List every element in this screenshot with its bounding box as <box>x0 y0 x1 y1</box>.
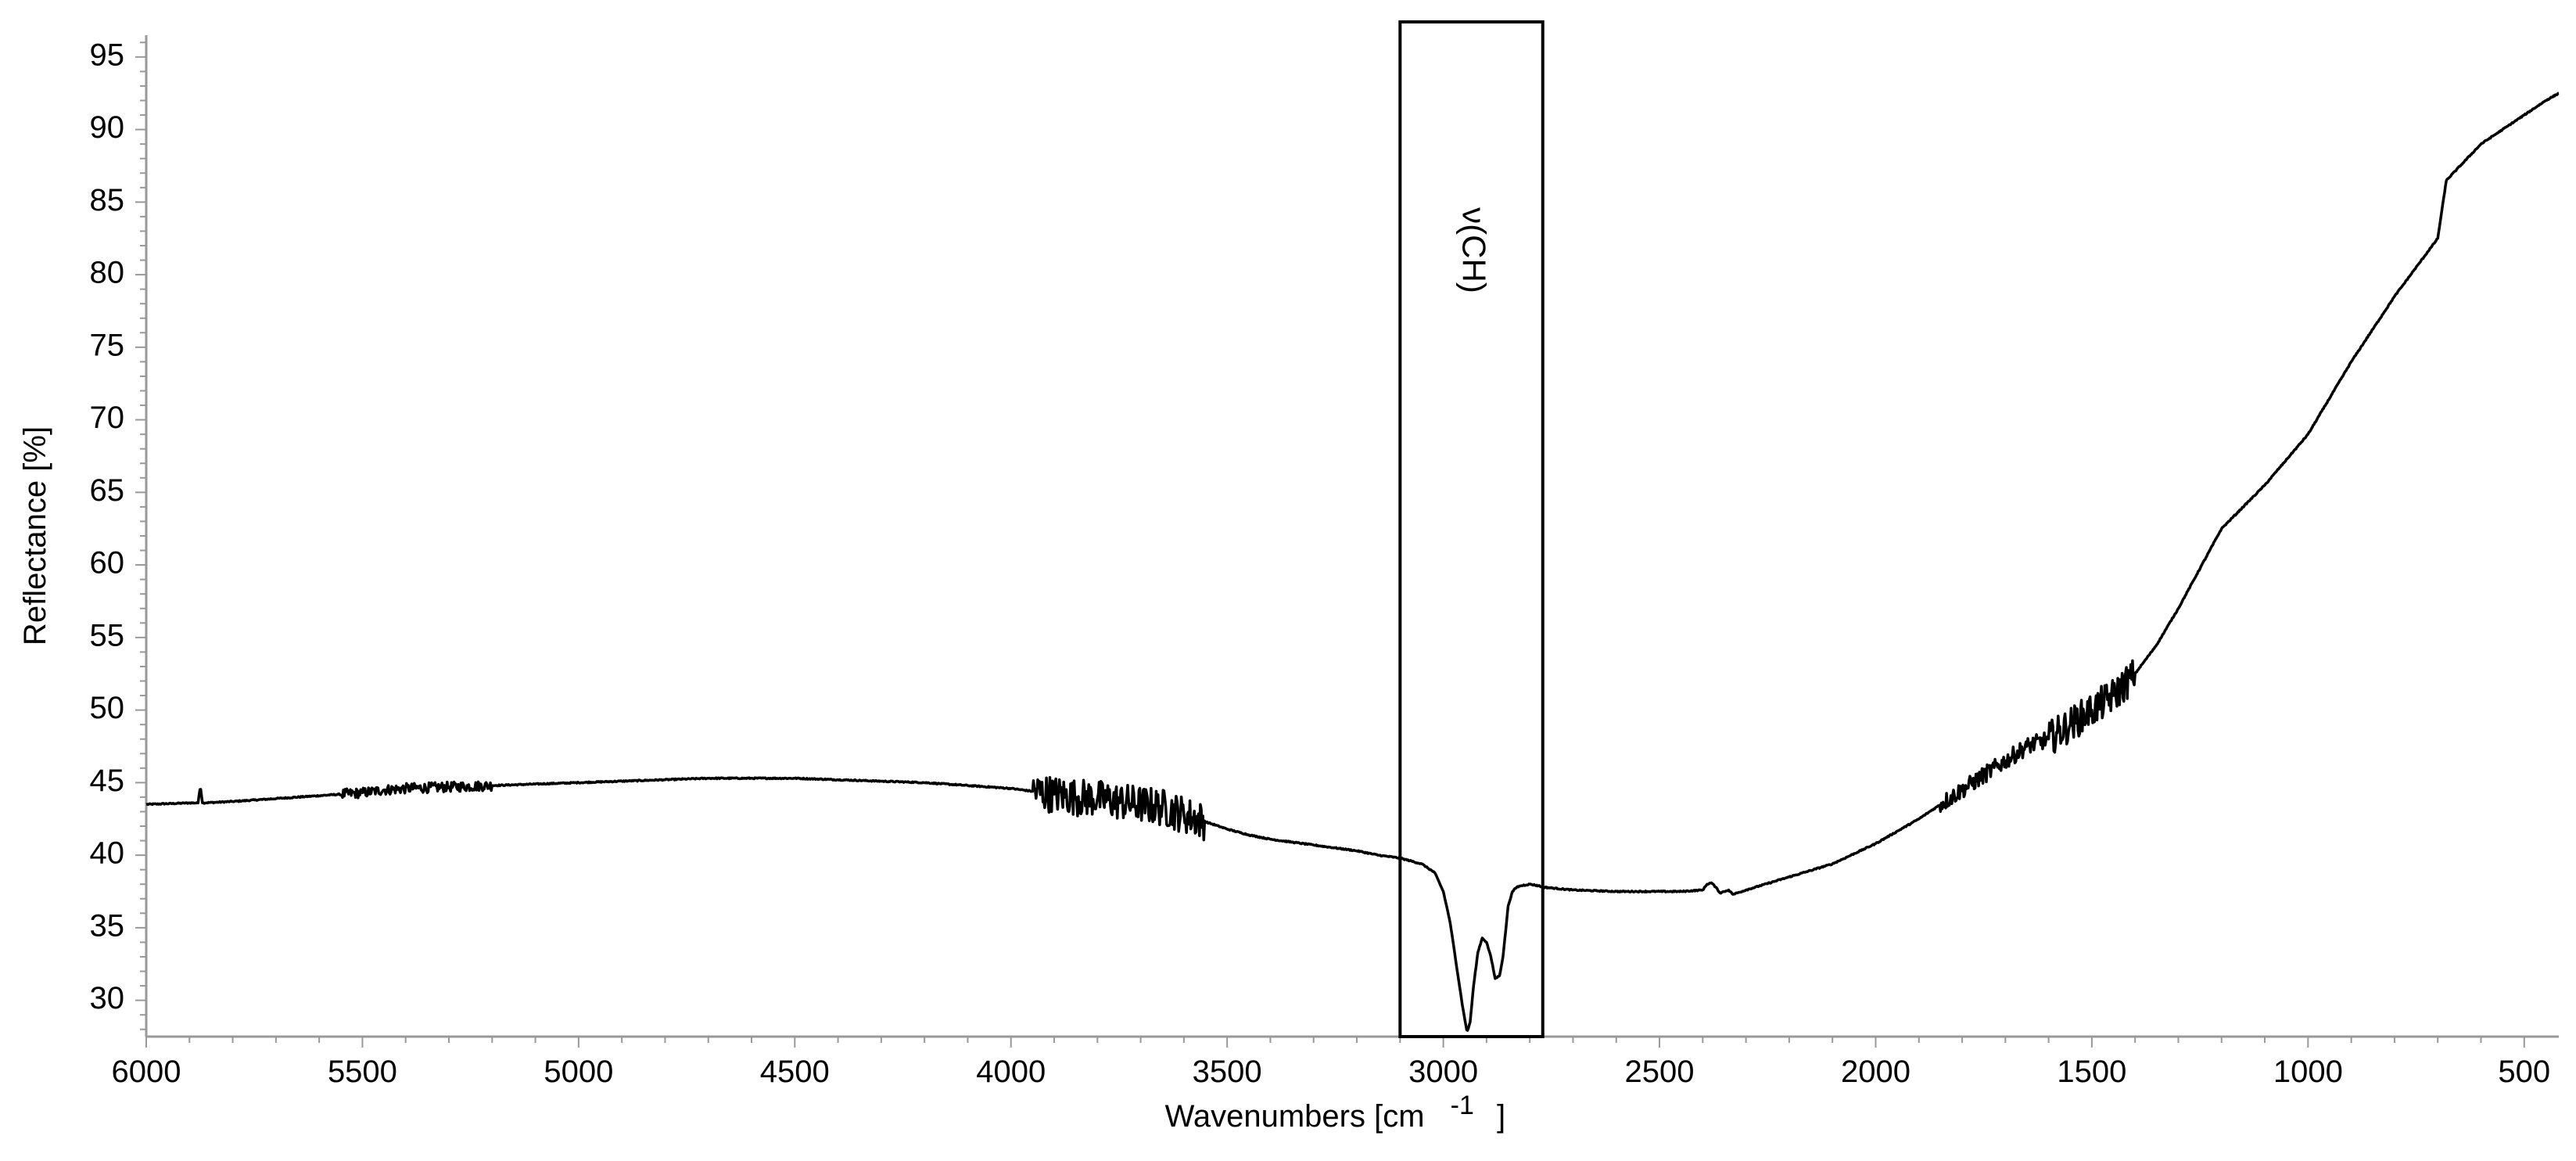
x-axis-title-main: Wavenumbers [cm <box>1165 1099 1425 1134</box>
x-tick-label: 4500 <box>760 1055 830 1089</box>
y-tick-label: 30 <box>90 981 125 1015</box>
x-tick-label: 2000 <box>1841 1055 1910 1089</box>
x-tick-label: 3000 <box>1408 1055 1478 1089</box>
y-tick-label: 85 <box>90 183 125 217</box>
x-tick-label: 1000 <box>2273 1055 2343 1089</box>
annotation-box <box>1398 20 1545 1038</box>
y-tick-label: 80 <box>90 256 125 290</box>
y-tick-label: 50 <box>90 691 125 725</box>
x-axis-title: Wavenumbers [cm -1 ] <box>1165 1087 1506 1134</box>
x-tick-label: 3500 <box>1193 1055 1262 1089</box>
x-axis-title-suffix: ] <box>1497 1099 1505 1134</box>
x-axis-title-superscript: -1 <box>1451 1091 1474 1120</box>
x-axis-ticks: 6000 5500 5000 4500 4000 3500 3000 2500 2000 1500… <box>112 1037 2550 1089</box>
y-axis-ticks: 30 35 40 45 50 55 60 65 70 75 80 85 90 95 <box>90 38 146 1030</box>
y-tick-label: 60 <box>90 546 125 580</box>
y-axis-title: Reflectance [%] <box>18 426 52 645</box>
y-tick-label: 45 <box>90 764 125 798</box>
y-tick-label: 95 <box>90 38 125 72</box>
series-line <box>145 92 2560 1032</box>
y-tick-label: 40 <box>90 836 125 871</box>
y-tick-label: 70 <box>90 401 125 435</box>
y-tick-label: 35 <box>90 908 125 943</box>
x-tick-label: 6000 <box>112 1055 181 1089</box>
y-tick-label: 90 <box>90 110 125 145</box>
x-tick-label: 5500 <box>328 1055 397 1089</box>
x-tick-label: 500 <box>2498 1055 2550 1089</box>
annotation-label: ν(CH) <box>1455 207 1492 293</box>
x-tick-label: 4000 <box>976 1055 1046 1089</box>
y-tick-label: 75 <box>90 328 125 362</box>
x-tick-label: 1500 <box>2057 1055 2126 1089</box>
y-tick-label: 65 <box>90 473 125 508</box>
x-tick-label: 5000 <box>544 1055 613 1089</box>
x-tick-label: 2500 <box>1625 1055 1695 1089</box>
y-tick-label: 55 <box>90 618 125 652</box>
